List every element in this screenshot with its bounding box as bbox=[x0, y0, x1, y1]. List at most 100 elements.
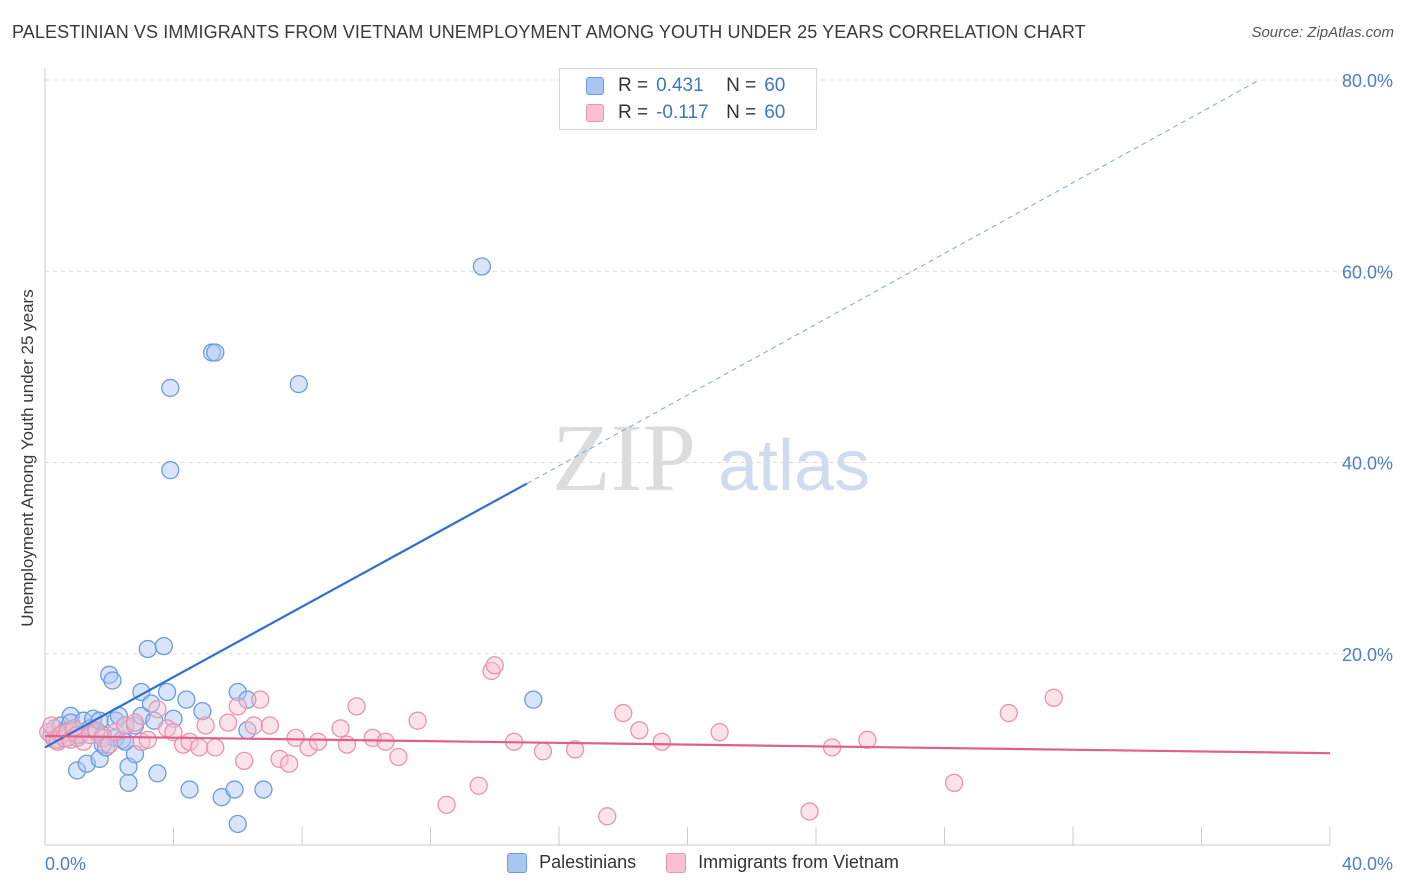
trend-lines bbox=[44, 79, 1331, 755]
vietnam-point bbox=[148, 700, 167, 719]
vietnam-point bbox=[244, 716, 263, 735]
palestinian-point bbox=[161, 378, 180, 398]
palestinian-point bbox=[289, 374, 308, 394]
vietnam-point bbox=[337, 735, 357, 754]
data-points bbox=[39, 257, 1063, 834]
palestinian-trend-extension bbox=[526, 79, 1260, 484]
legend-n-label: N = bbox=[726, 102, 757, 123]
x-tick-label: 40.0% bbox=[1342, 854, 1393, 874]
vietnam-point bbox=[437, 795, 456, 814]
palestinian-point bbox=[524, 690, 543, 709]
palestinian-point bbox=[164, 709, 183, 728]
palestinian-point bbox=[96, 738, 116, 757]
legend-n-value: 60 bbox=[764, 75, 786, 96]
vietnam-point bbox=[196, 716, 215, 735]
vietnam-point bbox=[999, 703, 1018, 723]
tick-labels: 20.0% 40.0% 60.0% 80.0% 0.0% 40.0% bbox=[45, 71, 1393, 874]
vietnam-point bbox=[286, 728, 305, 748]
correlation-legend: R = 0.431 N = 60 R = -0.117 N = 60 bbox=[559, 68, 817, 130]
palestinian-point bbox=[193, 701, 212, 721]
legend-swatch-vietnam bbox=[586, 104, 604, 122]
vietnam-point bbox=[125, 713, 145, 732]
y-tick-label: 60.0% bbox=[1342, 262, 1393, 282]
palestinian-trend-line bbox=[44, 482, 528, 749]
palestinian-point bbox=[100, 665, 119, 684]
vietnam-point bbox=[482, 661, 501, 681]
legend-label-vietnam: Immigrants from Vietnam bbox=[698, 852, 899, 872]
x-tick-label: 0.0% bbox=[45, 854, 86, 874]
legend-r-label: R = bbox=[618, 102, 649, 123]
palestinian-point bbox=[67, 761, 87, 780]
legend-row-palestinians: R = 0.431 N = 60 bbox=[586, 73, 785, 99]
legend-swatch-vietnam bbox=[666, 852, 687, 873]
vietnam-trend-line bbox=[44, 734, 1331, 755]
vietnam-point bbox=[308, 732, 328, 751]
vietnam-point bbox=[42, 716, 61, 735]
y-tick-label: 80.0% bbox=[1342, 71, 1393, 91]
vietnam-point bbox=[279, 754, 299, 773]
legend-row-vietnam: R = -0.117 N = 60 bbox=[586, 100, 785, 126]
legend-r-label: R = bbox=[618, 75, 649, 96]
vietnam-point bbox=[331, 719, 350, 738]
watermark-atlas: atlas bbox=[718, 426, 870, 506]
vietnam-point bbox=[800, 802, 819, 821]
chart-title: PALESTINIAN VS IMMIGRANTS FROM VIETNAM U… bbox=[12, 22, 1086, 42]
vietnam-point bbox=[206, 738, 225, 757]
palestinian-point bbox=[148, 764, 167, 783]
source-label: Source: ZipAtlas.com bbox=[1251, 24, 1394, 41]
series-palestinians bbox=[42, 257, 543, 834]
palestinian-point bbox=[472, 257, 492, 276]
vietnam-point bbox=[652, 732, 671, 751]
palestinian-point bbox=[238, 690, 257, 709]
vietnam-point bbox=[469, 776, 488, 795]
vietnam-point bbox=[228, 697, 247, 716]
palestinian-point bbox=[154, 636, 174, 656]
vietnam-point bbox=[260, 716, 280, 735]
legend-swatch-palestinians bbox=[586, 77, 604, 95]
vietnam-point bbox=[164, 723, 183, 742]
vietnam-point bbox=[614, 703, 633, 723]
palestinian-point bbox=[90, 749, 109, 769]
vietnam-point bbox=[1044, 688, 1063, 707]
palestinian-point bbox=[225, 780, 244, 799]
vietnam-point bbox=[533, 742, 553, 761]
legend-n-label: N = bbox=[726, 75, 757, 96]
legend-item-vietnam[interactable]: Immigrants from Vietnam bbox=[666, 852, 899, 873]
vietnam-point bbox=[251, 690, 270, 709]
watermark: ZIP atlas bbox=[552, 404, 870, 511]
legend-label-palestinians: Palestinians bbox=[539, 852, 637, 872]
legend-item-palestinians[interactable]: Palestinians bbox=[507, 852, 636, 873]
vietnam-point bbox=[138, 730, 157, 749]
palestinian-point bbox=[228, 682, 247, 702]
vietnam-point bbox=[485, 656, 504, 675]
palestinian-point bbox=[119, 773, 138, 792]
legend-r-value: -0.117 bbox=[656, 102, 709, 123]
palestinian-point bbox=[161, 460, 180, 480]
vietnam-point bbox=[389, 747, 408, 767]
palestinian-point bbox=[206, 343, 225, 362]
palestinian-point bbox=[180, 780, 199, 799]
vietnam-point bbox=[270, 749, 289, 769]
palestinian-point bbox=[177, 690, 196, 709]
y-tick-label: 20.0% bbox=[1342, 645, 1393, 665]
legend-r-value: 0.431 bbox=[656, 75, 704, 96]
vietnam-point bbox=[630, 721, 649, 740]
series-vietnam bbox=[39, 656, 1063, 826]
palestinian-point bbox=[254, 780, 273, 799]
vietnam-point bbox=[565, 740, 585, 759]
palestinian-point bbox=[138, 639, 157, 659]
palestinian-point bbox=[103, 671, 122, 690]
vietnam-point bbox=[190, 738, 209, 757]
watermark-zip: ZIP bbox=[552, 404, 696, 511]
vietnam-point bbox=[710, 723, 729, 742]
y-tick-label: 40.0% bbox=[1342, 454, 1393, 474]
vietnam-point bbox=[858, 730, 877, 749]
palestinian-point bbox=[157, 682, 177, 702]
vietnam-point bbox=[944, 773, 964, 792]
vietnam-point bbox=[408, 711, 427, 730]
vietnam-point bbox=[235, 751, 254, 770]
vietnam-point bbox=[218, 713, 238, 732]
vietnam-point bbox=[598, 807, 617, 826]
gridlines bbox=[45, 79, 1392, 655]
